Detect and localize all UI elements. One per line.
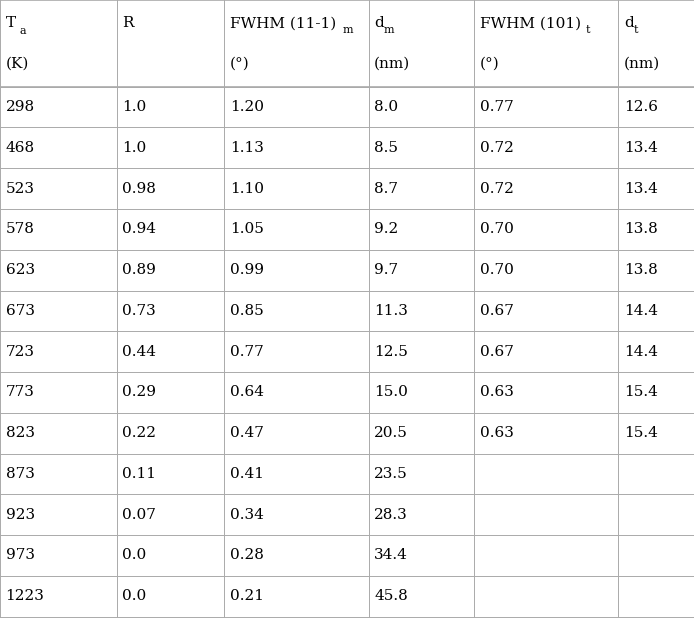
Text: 12.5: 12.5 <box>374 345 408 359</box>
Text: 14.4: 14.4 <box>624 304 658 318</box>
Text: 673: 673 <box>6 304 35 318</box>
Text: 523: 523 <box>6 182 35 196</box>
Text: 1223: 1223 <box>6 589 44 603</box>
Text: 23.5: 23.5 <box>374 467 408 481</box>
Text: 823: 823 <box>6 426 35 440</box>
Text: 15.0: 15.0 <box>374 385 408 399</box>
Text: FWHM (11-1): FWHM (11-1) <box>230 17 336 30</box>
Text: 1.05: 1.05 <box>230 222 264 236</box>
Text: 873: 873 <box>6 467 35 481</box>
Text: 14.4: 14.4 <box>624 345 658 359</box>
Text: 0.21: 0.21 <box>230 589 264 603</box>
Text: 0.77: 0.77 <box>230 345 264 359</box>
Text: m: m <box>384 25 394 35</box>
Text: 623: 623 <box>6 263 35 277</box>
Text: 13.8: 13.8 <box>624 222 658 236</box>
Text: 0.67: 0.67 <box>480 304 514 318</box>
Text: 773: 773 <box>6 385 35 399</box>
Text: 28.3: 28.3 <box>374 508 408 522</box>
Text: 34.4: 34.4 <box>374 548 408 562</box>
Text: T: T <box>6 17 16 30</box>
Text: 1.20: 1.20 <box>230 100 264 114</box>
Text: 13.4: 13.4 <box>624 182 658 196</box>
Text: 0.64: 0.64 <box>230 385 264 399</box>
Text: FWHM (101): FWHM (101) <box>480 17 581 30</box>
Text: 15.4: 15.4 <box>624 426 658 440</box>
Text: m: m <box>342 25 353 35</box>
Text: 0.47: 0.47 <box>230 426 264 440</box>
Text: 0.63: 0.63 <box>480 385 514 399</box>
Text: 45.8: 45.8 <box>374 589 408 603</box>
Text: 0.44: 0.44 <box>122 345 156 359</box>
Text: 13.4: 13.4 <box>624 141 658 155</box>
Text: 11.3: 11.3 <box>374 304 408 318</box>
Text: 9.2: 9.2 <box>374 222 398 236</box>
Text: (K): (K) <box>6 56 29 70</box>
Text: 923: 923 <box>6 508 35 522</box>
Text: 20.5: 20.5 <box>374 426 408 440</box>
Text: 1.0: 1.0 <box>122 141 146 155</box>
Text: 0.41: 0.41 <box>230 467 264 481</box>
Text: t: t <box>586 25 590 35</box>
Text: (nm): (nm) <box>374 56 410 70</box>
Text: 0.89: 0.89 <box>122 263 156 277</box>
Text: 1.10: 1.10 <box>230 182 264 196</box>
Text: 0.34: 0.34 <box>230 508 264 522</box>
Text: 0.72: 0.72 <box>480 182 514 196</box>
Text: 468: 468 <box>6 141 35 155</box>
Text: 973: 973 <box>6 548 35 562</box>
Text: 578: 578 <box>6 222 35 236</box>
Text: 1.13: 1.13 <box>230 141 264 155</box>
Text: 0.28: 0.28 <box>230 548 264 562</box>
Text: 298: 298 <box>6 100 35 114</box>
Text: 0.0: 0.0 <box>122 589 146 603</box>
Text: 0.29: 0.29 <box>122 385 156 399</box>
Text: 0.07: 0.07 <box>122 508 156 522</box>
Text: a: a <box>19 26 26 36</box>
Text: d: d <box>624 17 634 30</box>
Text: 0.98: 0.98 <box>122 182 156 196</box>
Text: (°): (°) <box>230 56 249 70</box>
Text: 0.63: 0.63 <box>480 426 514 440</box>
Text: 0.22: 0.22 <box>122 426 156 440</box>
Text: 0.94: 0.94 <box>122 222 156 236</box>
Text: 12.6: 12.6 <box>624 100 658 114</box>
Text: t: t <box>634 25 638 35</box>
Text: 1.0: 1.0 <box>122 100 146 114</box>
Text: 723: 723 <box>6 345 35 359</box>
Text: 0.99: 0.99 <box>230 263 264 277</box>
Text: (nm): (nm) <box>624 56 660 70</box>
Text: 0.77: 0.77 <box>480 100 514 114</box>
Text: 8.0: 8.0 <box>374 100 398 114</box>
Text: 0.73: 0.73 <box>122 304 156 318</box>
Text: R: R <box>122 17 134 30</box>
Text: 8.5: 8.5 <box>374 141 398 155</box>
Text: 0.72: 0.72 <box>480 141 514 155</box>
Text: 0.11: 0.11 <box>122 467 156 481</box>
Text: 0.67: 0.67 <box>480 345 514 359</box>
Text: 0.70: 0.70 <box>480 263 514 277</box>
Text: 15.4: 15.4 <box>624 385 658 399</box>
Text: 13.8: 13.8 <box>624 263 658 277</box>
Text: 8.7: 8.7 <box>374 182 398 196</box>
Text: 0.70: 0.70 <box>480 222 514 236</box>
Text: 9.7: 9.7 <box>374 263 398 277</box>
Text: 0.0: 0.0 <box>122 548 146 562</box>
Text: d: d <box>374 17 384 30</box>
Text: 0.85: 0.85 <box>230 304 264 318</box>
Text: (°): (°) <box>480 56 499 70</box>
